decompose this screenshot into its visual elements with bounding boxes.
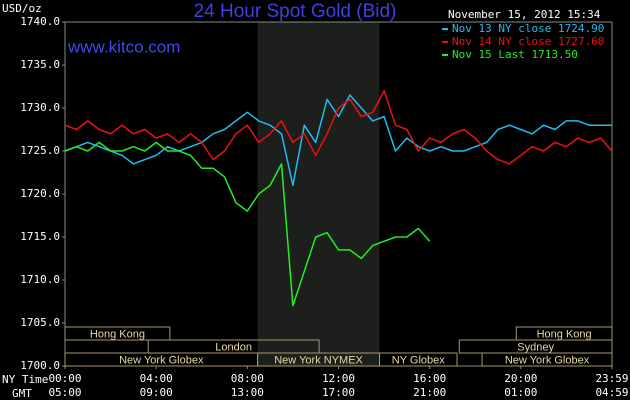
series-line (64, 141, 431, 307)
y-tick-label: 1735.0 (20, 58, 60, 71)
legend-label: Nov 13 NY close 1724.90 (452, 22, 604, 35)
x-tick-label: 04:00 (140, 372, 173, 385)
shaded-region (257, 22, 380, 366)
x-tick-label-gmt: 01:00 (504, 386, 537, 399)
session-label: Hong Kong (90, 328, 145, 340)
x-tick-label-gmt: 05:00 (48, 386, 81, 399)
legend-label: Nov 15 Last 1713.50 (452, 48, 578, 61)
session-label: Hong Kong (537, 328, 592, 340)
y-tick-label: 1705.0 (20, 316, 60, 329)
y-axis-label: USD/oz (2, 2, 42, 15)
x-tick-label: 08:00 (231, 372, 264, 385)
y-tick-label: 1720.0 (20, 187, 60, 200)
y-tick-label: 1700.0 (20, 359, 60, 372)
x-tick-label: 20:00 (504, 372, 537, 385)
x-tick-label-gmt: 04:59 (595, 386, 628, 399)
x-row-label: NY Time (2, 373, 48, 386)
x-tick-label: 16:00 (413, 372, 446, 385)
y-tick-label: 1725.0 (20, 144, 60, 157)
x-tick-label-gmt: 17:00 (322, 386, 355, 399)
session-label: New York NYMEX (274, 354, 363, 366)
session-box (481, 352, 613, 367)
session-label: New York Globex (505, 354, 590, 366)
x-tick-label-gmt: 13:00 (231, 386, 264, 399)
x-row-label: GMT (12, 387, 32, 400)
session-label: New York Globex (119, 354, 204, 366)
site-label: www.kitco.com (67, 37, 180, 56)
x-tick-label: 23:59 (595, 372, 628, 385)
y-tick-label: 1710.0 (20, 273, 60, 286)
series-line (64, 90, 613, 165)
session-label: Sydney (517, 341, 554, 353)
legend-label: Nov 14 NY close 1727.60 (452, 35, 604, 48)
session-label: NY Globex (392, 354, 445, 366)
y-tick-label: 1740.0 (20, 15, 60, 28)
series-line (64, 94, 612, 187)
x-tick-label: 12:00 (322, 372, 355, 385)
session-box (64, 326, 171, 341)
session-box (379, 352, 458, 367)
chart-title: 24 Hour Spot Gold (Bid) (194, 1, 397, 22)
session-label: London (215, 341, 252, 353)
y-tick-label: 1715.0 (20, 230, 60, 243)
x-tick-label-gmt: 09:00 (140, 386, 173, 399)
y-tick-label: 1730.0 (20, 101, 60, 114)
x-tick-label: 00:00 (48, 372, 81, 385)
x-tick-label-gmt: 21:00 (413, 386, 446, 399)
timestamp: November 15, 2012 15:34 (448, 8, 601, 21)
